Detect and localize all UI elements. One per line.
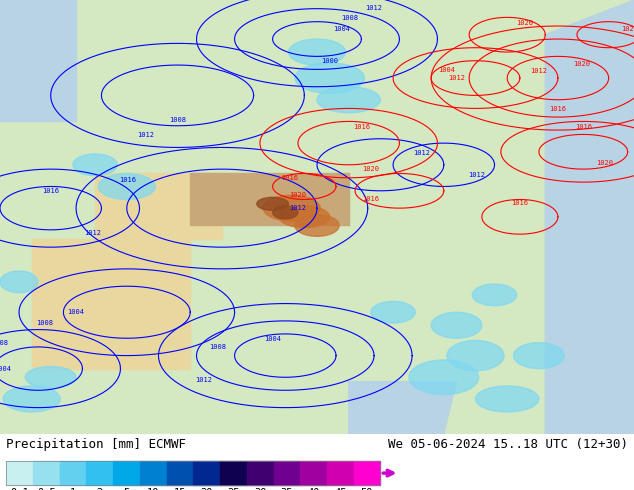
Text: 1004: 1004 (438, 67, 455, 73)
Text: 1016: 1016 (362, 196, 379, 202)
Text: 1008: 1008 (169, 117, 186, 122)
Ellipse shape (476, 386, 539, 412)
Bar (6, 461, 380, 486)
Ellipse shape (431, 312, 482, 338)
Text: 0.1: 0.1 (10, 488, 29, 490)
Text: 1012: 1012 (468, 172, 485, 178)
Ellipse shape (273, 206, 298, 219)
Text: 15: 15 (174, 488, 186, 490)
Bar (86, 461, 113, 486)
Ellipse shape (295, 63, 365, 93)
Text: 1016: 1016 (119, 176, 136, 183)
Text: 10: 10 (147, 488, 160, 490)
Ellipse shape (317, 87, 380, 113)
Text: 2: 2 (97, 488, 103, 490)
Ellipse shape (288, 39, 346, 65)
Ellipse shape (257, 197, 288, 210)
Ellipse shape (409, 360, 479, 394)
Text: 1016: 1016 (353, 123, 370, 130)
Ellipse shape (73, 154, 117, 175)
Text: 30: 30 (254, 488, 266, 490)
Text: 1012: 1012 (413, 149, 430, 155)
Text: 1: 1 (70, 488, 76, 490)
Polygon shape (0, 0, 76, 122)
Bar (33, 461, 60, 486)
Text: 0.5: 0.5 (37, 488, 56, 490)
Bar (60, 461, 86, 486)
Text: 1016: 1016 (575, 124, 592, 130)
Text: 1016: 1016 (281, 175, 298, 181)
Ellipse shape (514, 343, 564, 368)
Bar (354, 461, 380, 486)
Bar (6, 461, 33, 486)
Text: We 05-06-2024 15..18 UTC (12+30): We 05-06-2024 15..18 UTC (12+30) (387, 438, 628, 451)
Text: 1012: 1012 (290, 205, 306, 211)
Text: 25: 25 (227, 488, 240, 490)
Text: 20: 20 (200, 488, 213, 490)
Ellipse shape (98, 173, 155, 199)
Text: 45: 45 (334, 488, 347, 490)
Polygon shape (545, 0, 634, 434)
Bar (220, 461, 247, 486)
Text: 1016: 1016 (42, 188, 59, 194)
Bar (113, 461, 140, 486)
Text: 1012: 1012 (138, 132, 155, 138)
Text: 1020: 1020 (362, 167, 379, 172)
Ellipse shape (472, 284, 517, 306)
Text: 1004: 1004 (0, 366, 11, 371)
Ellipse shape (279, 206, 330, 228)
Bar (273, 461, 301, 486)
Text: 1008: 1008 (209, 344, 226, 350)
Ellipse shape (263, 195, 320, 221)
Text: 1012: 1012 (448, 75, 465, 81)
Bar (247, 461, 273, 486)
Text: 1024: 1024 (621, 25, 634, 31)
Text: 1012: 1012 (195, 377, 212, 383)
Text: 1008: 1008 (36, 320, 53, 326)
Text: 35: 35 (281, 488, 293, 490)
Text: 1012: 1012 (365, 5, 382, 11)
Text: 1020: 1020 (517, 21, 534, 26)
Polygon shape (32, 239, 190, 368)
Text: 40: 40 (307, 488, 320, 490)
Bar (327, 461, 354, 486)
Text: 1004: 1004 (68, 309, 84, 315)
Ellipse shape (371, 301, 415, 323)
Ellipse shape (447, 341, 504, 371)
Bar (301, 461, 327, 486)
Bar (140, 461, 167, 486)
Text: 1020: 1020 (596, 160, 612, 166)
Text: 1016: 1016 (550, 106, 566, 112)
Text: 1004: 1004 (264, 336, 281, 342)
Text: 1012: 1012 (530, 68, 547, 74)
Ellipse shape (295, 215, 339, 236)
Text: 1008: 1008 (0, 341, 8, 346)
Text: 1004: 1004 (333, 26, 351, 32)
Text: 50: 50 (361, 488, 373, 490)
Text: 1000: 1000 (321, 58, 338, 64)
Text: 1016: 1016 (512, 200, 528, 206)
Polygon shape (349, 382, 456, 434)
Text: 1020: 1020 (573, 61, 590, 67)
Text: 1020: 1020 (290, 192, 306, 198)
Bar (193, 461, 220, 486)
Ellipse shape (3, 386, 60, 412)
Text: 1012: 1012 (84, 230, 101, 236)
Polygon shape (190, 173, 349, 225)
Text: Precipitation [mm] ECMWF: Precipitation [mm] ECMWF (6, 438, 186, 451)
Polygon shape (95, 173, 222, 239)
Ellipse shape (0, 271, 38, 293)
Text: 1008: 1008 (342, 15, 358, 21)
Text: 5: 5 (124, 488, 130, 490)
Ellipse shape (25, 367, 76, 388)
Bar (167, 461, 193, 486)
